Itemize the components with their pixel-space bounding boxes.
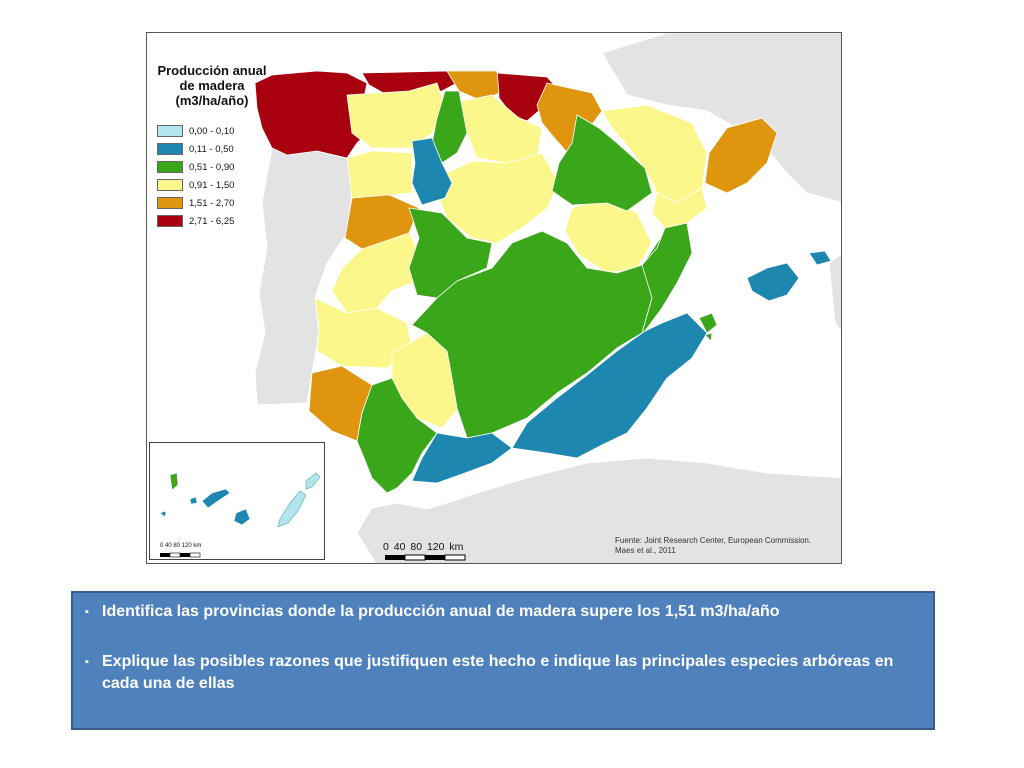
region-girona <box>704 117 778 194</box>
region-basque <box>496 72 558 122</box>
question-1-text: Identifica las provincias donde la produ… <box>102 603 780 620</box>
island-gran-canaria <box>233 508 251 526</box>
island-tenerife <box>201 488 231 509</box>
legend-item: 1,51 - 2,70 <box>157 194 267 212</box>
question-1: ▪ Identifica las provincias donde la pro… <box>85 601 915 623</box>
source-credit: Fuente: Joint Research Center, European … <box>615 536 811 556</box>
legend-swatch <box>157 215 183 227</box>
island-la-palma <box>169 472 179 491</box>
canary-islands-inset: 0 40 80 120 km <box>149 442 325 560</box>
inset-scale-label: 0 40 80 120 km <box>160 543 202 549</box>
island-mallorca <box>746 262 800 302</box>
inset-scale-bar <box>160 552 201 558</box>
legend-label: 1,51 - 2,70 <box>189 197 235 209</box>
legend-swatch <box>157 125 183 137</box>
legend-item: 0,91 - 1,50 <box>157 176 267 194</box>
legend-swatch <box>157 197 183 209</box>
region-leon-south <box>411 137 453 206</box>
island-fuerteventura <box>277 490 307 528</box>
island-menorca <box>808 250 832 266</box>
question-2: ▪ Explique las posibles razones que just… <box>85 651 915 695</box>
legend-label: 2,71 - 6,25 <box>189 215 235 227</box>
legend-title: Producción anual de madera (m3/ha/año) <box>157 63 267 108</box>
island-lanzarote <box>305 472 321 490</box>
legend-swatch <box>157 179 183 191</box>
region-salamanca <box>331 232 423 314</box>
legend-swatch <box>157 161 183 173</box>
legend-label: 0,51 - 0,90 <box>189 161 235 173</box>
legend-item: 0,11 - 0,50 <box>157 140 267 158</box>
region-soria-zaragoza <box>551 114 653 212</box>
region-valencia <box>641 222 693 334</box>
region-lugo-leon <box>346 82 448 149</box>
north-africa <box>356 457 841 563</box>
legend-swatch <box>157 143 183 155</box>
legend-list: 0,00 - 0,10 0,11 - 0,50 0,51 - 0,90 0,91 - … <box>157 122 267 230</box>
island-menorca-ibiza <box>698 312 718 334</box>
region-sevilla-cadiz <box>356 377 438 494</box>
region-zamora <box>346 150 413 199</box>
france <box>601 33 841 203</box>
legend-label: 0,00 - 0,10 <box>189 125 235 137</box>
question-box: ▪ Identifica las provincias donde la pro… <box>71 591 935 730</box>
map-frame: Producción anual de madera (m3/ha/año) 0… <box>146 32 842 564</box>
island-el-hierro <box>159 510 167 518</box>
region-palencia <box>431 90 468 164</box>
island-la-gomera <box>189 496 198 505</box>
bullet-icon: ▪ <box>85 606 89 618</box>
region-galicia <box>254 70 373 159</box>
legend-item: 0,00 - 0,10 <box>157 122 267 140</box>
question-2-text: Explique las posibles razones que justif… <box>102 653 894 692</box>
legend: Producción anual de madera (m3/ha/año) 0… <box>157 63 267 230</box>
region-murcia-almeria <box>511 312 708 459</box>
source-line-2: Maes et al., 2011 <box>615 546 676 555</box>
bullet-icon: ▪ <box>85 656 89 668</box>
region-lleida-tarragona <box>651 187 708 229</box>
region-malaga-granada <box>411 432 513 484</box>
italy-corsica <box>828 253 841 332</box>
island-formentera <box>704 332 713 342</box>
legend-label: 0,11 - 0,50 <box>189 143 234 155</box>
scale-bar <box>385 554 466 561</box>
legend-item: 0,51 - 0,90 <box>157 158 267 176</box>
inset-map <box>159 472 321 558</box>
legend-label: 0,91 - 1,50 <box>189 179 235 191</box>
scale-label: 0 40 80 120 km <box>383 541 464 553</box>
source-line-1: Fuente: Joint Research Center, European … <box>615 536 812 545</box>
legend-item: 2,71 - 6,25 <box>157 212 267 230</box>
